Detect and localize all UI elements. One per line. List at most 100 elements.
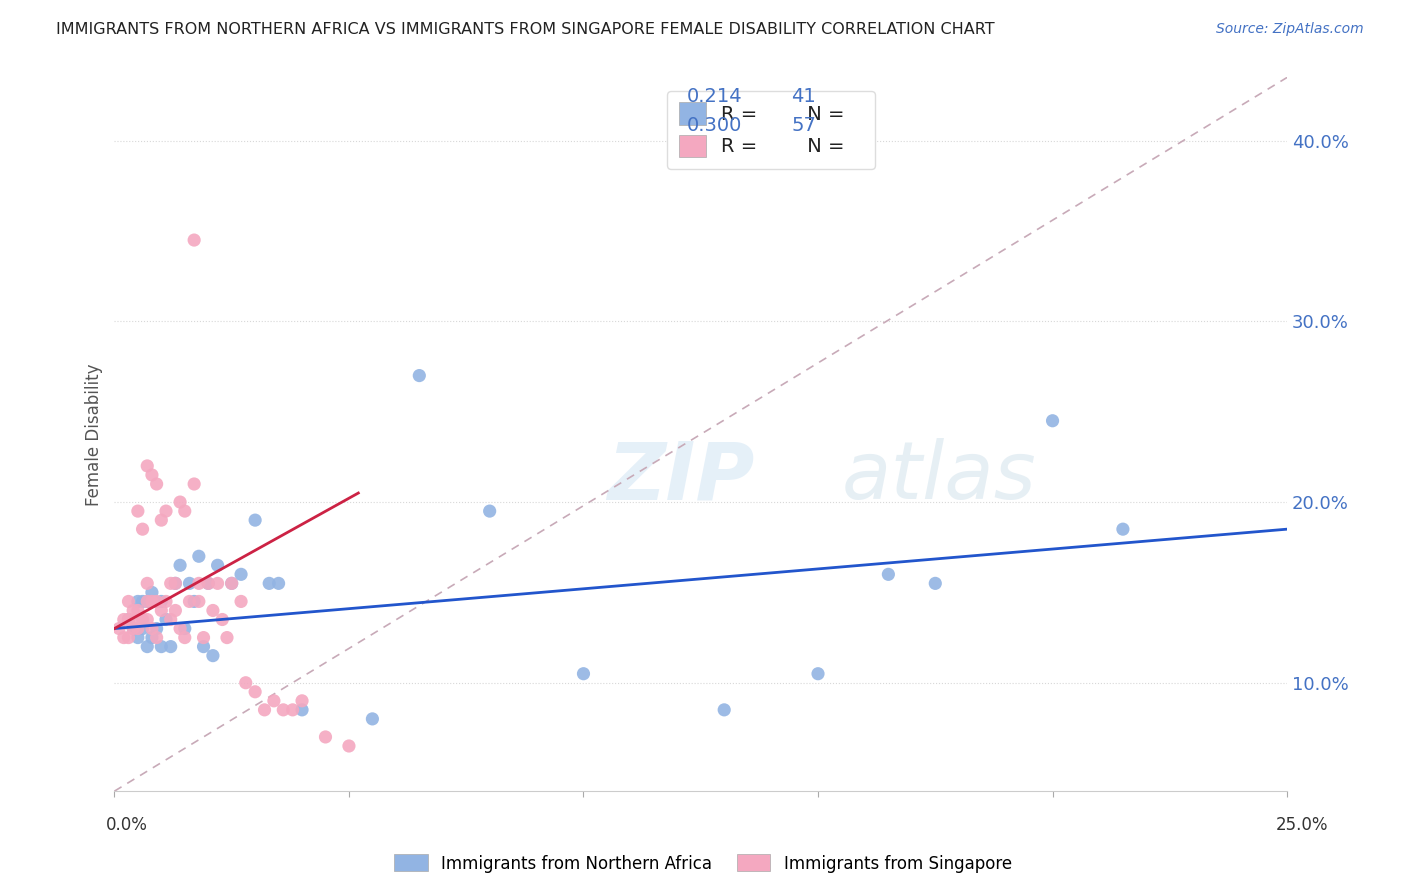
Point: [141, 585, 163, 599]
Point: [201, 648, 224, 663]
Point: [155, 504, 177, 518]
Point: [1112, 522, 1135, 536]
Point: [131, 622, 153, 636]
Point: [877, 567, 900, 582]
Point: [267, 576, 290, 591]
Point: [243, 685, 266, 699]
Point: [127, 504, 149, 518]
Point: [291, 694, 314, 708]
Point: [127, 603, 149, 617]
Legend: Immigrants from Northern Africa, Immigrants from Singapore: Immigrants from Northern Africa, Immigra…: [388, 847, 1018, 880]
Point: [131, 613, 153, 627]
Point: [131, 522, 153, 536]
Point: [713, 703, 735, 717]
Point: [159, 613, 181, 627]
Point: [173, 622, 195, 636]
Point: [807, 666, 830, 681]
Point: [221, 576, 243, 591]
Point: [243, 513, 266, 527]
Point: [141, 467, 163, 482]
Point: [165, 576, 187, 591]
Point: [165, 603, 187, 617]
Point: [150, 513, 173, 527]
Text: 57: 57: [792, 116, 815, 135]
Point: [141, 594, 163, 608]
Point: [136, 613, 159, 627]
Point: [271, 703, 294, 717]
Point: [141, 622, 163, 636]
Point: [169, 558, 191, 573]
Point: [117, 594, 139, 608]
Point: [127, 613, 149, 627]
Text: IMMIGRANTS FROM NORTHERN AFRICA VS IMMIGRANTS FROM SINGAPORE FEMALE DISABILITY C: IMMIGRANTS FROM NORTHERN AFRICA VS IMMIG…: [56, 22, 995, 37]
Point: [235, 675, 257, 690]
Point: [136, 458, 159, 473]
Point: [117, 613, 139, 627]
Point: [127, 594, 149, 608]
Text: ZIP: ZIP: [607, 438, 754, 516]
Point: [127, 622, 149, 636]
Point: [136, 640, 159, 654]
Point: [179, 576, 201, 591]
Point: [187, 594, 209, 608]
Point: [207, 558, 229, 573]
Point: [253, 703, 276, 717]
Point: [131, 594, 153, 608]
Point: [117, 631, 139, 645]
Point: [207, 576, 229, 591]
Point: [173, 504, 195, 518]
Point: [337, 739, 360, 753]
Point: [150, 594, 173, 608]
Point: [572, 666, 595, 681]
Point: [159, 640, 181, 654]
Point: [136, 594, 159, 608]
Point: [173, 631, 195, 645]
Point: [201, 603, 224, 617]
Point: [145, 477, 167, 491]
Point: [257, 576, 280, 591]
Point: [179, 594, 201, 608]
Point: [141, 631, 163, 645]
Point: [145, 594, 167, 608]
Point: [122, 622, 145, 636]
Point: [122, 603, 145, 617]
Point: [221, 576, 243, 591]
Text: 0.214: 0.214: [686, 87, 742, 106]
Point: [281, 703, 304, 717]
Point: [183, 477, 205, 491]
Point: [165, 576, 187, 591]
Text: 0.300: 0.300: [686, 116, 742, 135]
Point: [1042, 414, 1064, 428]
Point: [112, 631, 135, 645]
Point: [122, 622, 145, 636]
Point: [136, 594, 159, 608]
Point: [169, 495, 191, 509]
Point: [408, 368, 430, 383]
Point: [478, 504, 501, 518]
Legend: R =        N =   , R =        N =   : R = N = , R = N =: [666, 91, 876, 169]
Point: [112, 613, 135, 627]
Point: [187, 576, 209, 591]
Point: [159, 576, 181, 591]
Point: [197, 576, 219, 591]
Point: [127, 631, 149, 645]
Point: [108, 622, 131, 636]
Point: [361, 712, 384, 726]
Point: [145, 622, 167, 636]
Point: [183, 233, 205, 247]
Point: [193, 640, 215, 654]
Text: 0.0%: 0.0%: [105, 816, 148, 834]
Point: [229, 567, 252, 582]
Y-axis label: Female Disability: Female Disability: [86, 363, 103, 506]
Point: [215, 631, 238, 645]
Point: [150, 640, 173, 654]
Point: [155, 594, 177, 608]
Point: [136, 576, 159, 591]
Point: [150, 603, 173, 617]
Point: [924, 576, 946, 591]
Point: [197, 576, 219, 591]
Point: [145, 631, 167, 645]
Text: Source: ZipAtlas.com: Source: ZipAtlas.com: [1216, 22, 1364, 37]
Point: [193, 631, 215, 645]
Point: [229, 594, 252, 608]
